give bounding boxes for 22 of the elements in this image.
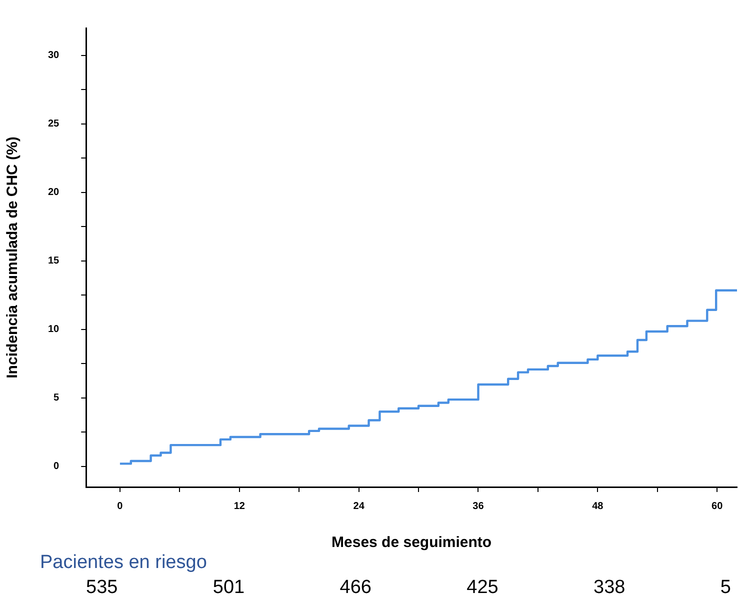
text: 501 (212, 577, 245, 599)
text: 425 (466, 577, 498, 599)
text: 466 (340, 577, 372, 599)
y-axis-title: Incidencia acumulada de CHC (%) (4, 136, 22, 378)
text: 535 (86, 577, 118, 599)
y-tick-label: 15 (48, 256, 60, 267)
x-tick-label: 24 (353, 500, 365, 512)
y-tick-label: 20 (48, 187, 60, 198)
x-axis-title: Meses de seguimiento (332, 534, 492, 552)
y-tick-label: 5 (54, 392, 60, 404)
y-tick-label: 10 (48, 324, 60, 336)
y-tick-label: 25 (48, 118, 60, 130)
text: 338 (594, 577, 626, 599)
y-tick-label: 0 (54, 461, 60, 472)
text: Pacientes en riesgo (40, 552, 207, 574)
x-tick-label: 36 (472, 500, 484, 512)
x-tick-label: 0 (117, 500, 124, 512)
x-tick-label: 12 (234, 500, 246, 512)
text: 5 (720, 577, 731, 599)
x-tick-label: 60 (712, 500, 724, 512)
y-tick-label: 30 (48, 50, 60, 62)
x-tick-label: 48 (592, 500, 604, 512)
